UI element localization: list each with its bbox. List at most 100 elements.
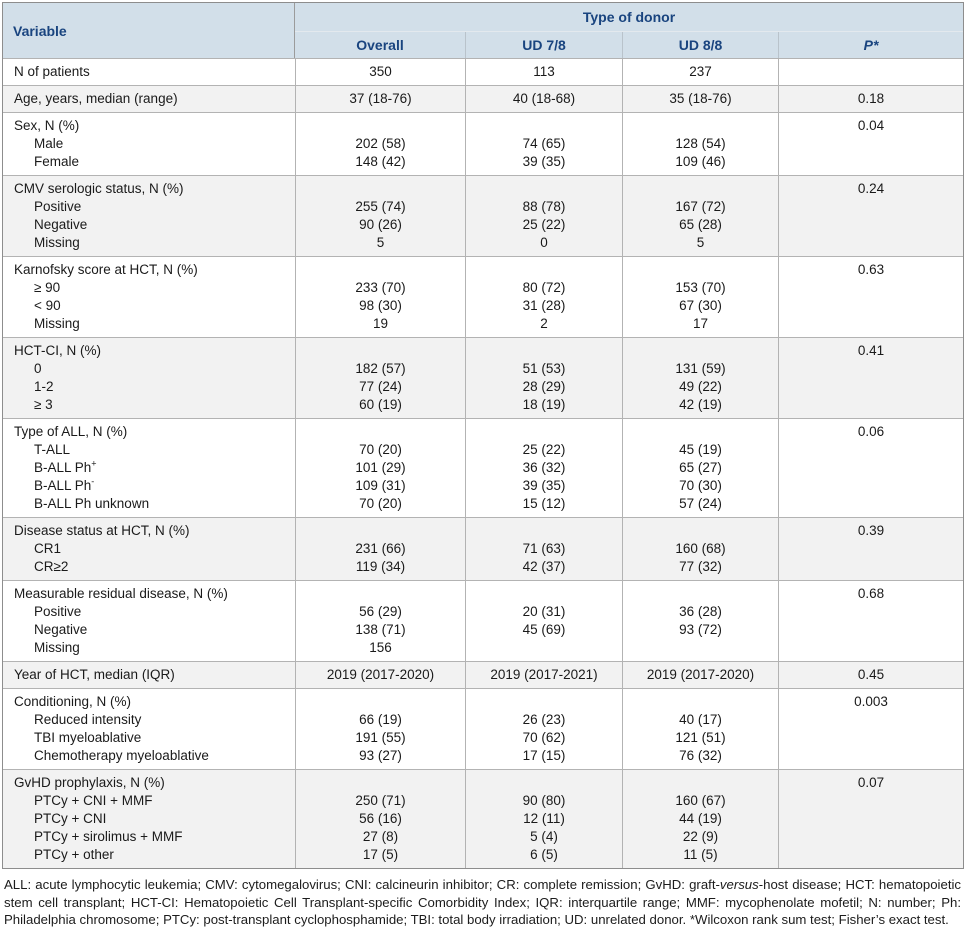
table-row: Measurable residual disease, N (%) Positi… — [3, 580, 964, 661]
p-value-cell: 0.07 — [778, 769, 964, 868]
cell-value — [302, 693, 459, 711]
cell-value: 2019 (2017-2021) — [490, 667, 598, 682]
cell-value: 39 (35) — [522, 478, 566, 493]
cell-value — [629, 522, 772, 540]
cell-value: 76 (32) — [679, 748, 722, 763]
cell-value: 191 (55) — [355, 730, 406, 745]
cell-value: 93 (27) — [359, 748, 402, 763]
row-label: Karnofsky score at HCT, N (%) — [14, 262, 198, 277]
cell-value: 5 — [696, 235, 705, 250]
row-label: HCT-CI, N (%) — [14, 343, 101, 358]
cell-value: 90 (80) — [522, 793, 566, 808]
cell-value: 19 — [372, 316, 389, 331]
cell-value: 160 (68) — [675, 541, 726, 556]
p-value: 0.18 — [857, 91, 885, 106]
cell-value: 42 (19) — [679, 397, 722, 412]
value-cell: 56 (29) 138 (71) 156 — [295, 580, 465, 661]
cell-value: 67 (30) — [679, 298, 722, 313]
cell-value — [629, 342, 772, 360]
sub-item-label: CR1 — [34, 541, 62, 556]
variable-cell: N of patients — [3, 58, 295, 85]
value-cell: 233 (70) 98 (30) 19 — [295, 256, 465, 337]
cell-value: 148 (42) — [355, 154, 406, 169]
cell-value: 56 (16) — [359, 811, 402, 826]
value-cell: 26 (23) 70 (62) 17 (15) — [465, 688, 622, 769]
sub-item-label: PTCy + other — [34, 847, 114, 862]
sub-item-label: Male — [34, 136, 64, 151]
value-cell: 35 (18-76) — [622, 85, 778, 112]
value-cell: 71 (63) 42 (37) — [465, 517, 622, 580]
p-value: 0.24 — [857, 181, 885, 196]
value-cell: 250 (71) 56 (16) 27 (8) 17 (5) — [295, 769, 465, 868]
value-cell: 237 — [622, 58, 778, 85]
value-cell: 51 (53) 28 (29) 18 (19) — [465, 337, 622, 418]
cell-value — [472, 774, 616, 792]
footnote-text-2: -host disease; HCT: hematopoietic stem c… — [4, 877, 962, 927]
cell-value — [472, 693, 616, 711]
footnote-versus-italic: versus — [719, 877, 759, 892]
cell-value: 17 (5) — [362, 847, 399, 862]
cell-value: 2019 (2017-2020) — [646, 667, 755, 682]
cell-value: 231 (66) — [355, 541, 406, 556]
cell-value: 93 (72) — [679, 622, 722, 637]
value-cell: 37 (18-76) — [295, 85, 465, 112]
cell-value: 153 (70) — [675, 280, 726, 295]
p-value: 0.41 — [857, 343, 885, 358]
p-value: 0.07 — [857, 775, 885, 790]
cell-value: 70 (20) — [359, 442, 402, 457]
row-label: Measurable residual disease, N (%) — [14, 586, 228, 601]
cell-value — [629, 423, 772, 441]
value-cell: 160 (68) 77 (32) — [622, 517, 778, 580]
cell-value: 37 (18-76) — [349, 91, 412, 106]
column-header-p: P* — [778, 32, 964, 58]
cell-value: 2 — [540, 316, 548, 331]
cell-value — [302, 117, 459, 135]
row-label: GvHD prophylaxis, N (%) — [14, 775, 165, 790]
cell-value: 20 (31) — [522, 604, 566, 619]
p-value-cell: 0.68 — [778, 580, 964, 661]
cell-value: 36 (28) — [679, 604, 722, 619]
sub-item-label: Negative — [34, 217, 88, 232]
cell-value — [472, 585, 616, 603]
cell-value — [629, 774, 772, 792]
cell-value — [472, 423, 616, 441]
variable-cell: Karnofsky score at HCT, N (%) ≥ 90 < 90 Mis… — [3, 256, 295, 337]
p-value-cell: 0.18 — [778, 85, 964, 112]
value-cell: 25 (22) 36 (32) 39 (35) 15 (12) — [465, 418, 622, 517]
p-value-cell — [778, 58, 964, 85]
sub-item-label: 0 — [34, 361, 42, 376]
p-value — [785, 63, 957, 81]
cell-value: 119 (34) — [355, 559, 406, 574]
cell-value: 26 (23) — [522, 712, 566, 727]
table-row: Sex, N (%) Male Female 202 (58) 148 (42) 74… — [3, 112, 964, 175]
sub-item-label: 1-2 — [34, 379, 54, 394]
cell-value: 237 — [689, 64, 712, 79]
cell-value: 113 — [533, 64, 555, 79]
variable-cell: Year of HCT, median (IQR) — [3, 661, 295, 688]
column-header-ud78: UD 7/8 — [465, 32, 622, 58]
table-row: Age, years, median (range) 37 (18-76) 40 (… — [3, 85, 964, 112]
value-cell: 70 (20) 101 (29) 109 (31) 70 (20) — [295, 418, 465, 517]
sub-item-label: ≥ 3 — [34, 397, 53, 412]
cell-value: 74 (65) — [522, 136, 566, 151]
cell-value — [472, 342, 616, 360]
cell-value: 45 (69) — [522, 622, 566, 637]
cell-value: 11 (5) — [683, 847, 718, 862]
cell-value — [472, 117, 616, 135]
variable-cell: Age, years, median (range) — [3, 85, 295, 112]
value-cell: 160 (67) 44 (19) 22 (9) 11 (5) — [622, 769, 778, 868]
sub-item-label: Reduced intensity — [34, 712, 142, 727]
p-value-cell: 0.24 — [778, 175, 964, 256]
p-value: 0.06 — [857, 424, 885, 439]
cell-value: 40 (18-68) — [512, 91, 576, 106]
value-cell: 167 (72) 65 (28) 5 — [622, 175, 778, 256]
variable-cell: Disease status at HCT, N (%) CR1 CR≥2 — [3, 517, 295, 580]
cell-value: 25 (22) — [522, 442, 566, 457]
p-value: 0.003 — [854, 694, 888, 709]
cell-value: 5 (4) — [530, 829, 558, 844]
cell-value: 12 (11) — [523, 811, 565, 826]
sub-item-label: B-ALL Ph+ — [34, 459, 97, 475]
cell-value: 65 (28) — [679, 217, 722, 232]
cell-value: 17 — [692, 316, 709, 331]
cell-value: 65 (27) — [679, 460, 722, 475]
